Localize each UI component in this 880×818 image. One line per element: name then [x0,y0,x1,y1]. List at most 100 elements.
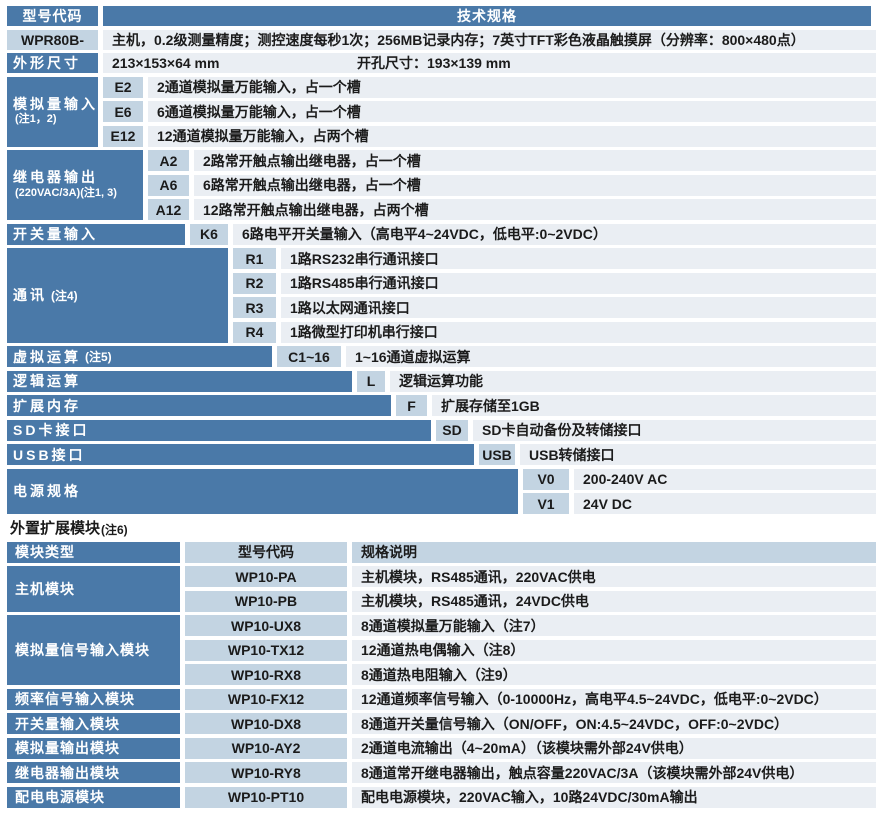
spec-row: A2 2路常开触点输出继电器，占一个槽 [148,150,876,171]
spec-section-label: 电源规格 [7,468,518,514]
spec-row: F 扩展存储至1GB [396,395,876,416]
module-row: WP10-FX12 12通道频率信号输入（0-10000Hz，高电平4.5~24… [185,688,876,710]
spec-section-analog-input: 模拟量输入 (注1，2) E2 2通道模拟量万能输入，占一个槽 E6 6通道模拟… [7,76,876,147]
option-code: C1~16 [277,346,341,367]
option-code: R1 [233,248,276,269]
option-desc: 1路以太网通讯接口 [281,297,876,318]
option-code: E2 [103,76,143,98]
module-row: WP10-DX8 8通道开关量信号输入（ON/OFF，ON:4.5~24VDC，… [185,713,876,734]
option-desc: 1路微型打印机串行接口 [281,321,876,343]
option-code: K6 [190,223,228,245]
spec-row: SD SD卡自动备份及转储接口 [436,419,876,441]
option-code: A12 [148,199,189,220]
module-desc: 主机模块，RS485通讯，220VAC供电 [352,566,876,587]
module-code-header: 型号代码 [185,541,347,563]
option-code: A6 [148,174,189,196]
dimensions-label: 外形尺寸 [7,53,98,73]
module-code: WP10-PA [185,566,347,587]
module-code: WP10-UX8 [185,615,347,636]
option-code: V1 [523,493,569,514]
spec-row: R3 1路以太网通讯接口 [233,297,876,318]
spec-section-logic-calc: 逻辑运算 L 逻辑运算功能 [7,370,876,392]
option-code: A2 [148,150,189,171]
model-code-header: 型号代码 [7,6,98,26]
module-section-power-supply: 配电电源模块 WP10-PT10 配电电源模块，220VAC输入，10路24VD… [7,786,876,808]
option-code: V0 [523,468,569,490]
module-section-relay-output: 继电器输出模块 WP10-RY8 8通道常开继电器输出，触点容量220VAC/3… [7,762,876,783]
module-type-label: 模拟量信号输入模块 [7,615,180,685]
module-desc: 12通道热电偶输入（注8） [352,639,876,661]
tech-spec-header: 技术规格 [103,6,871,26]
module-type-label: 频率信号输入模块 [7,688,180,710]
module-code: WP10-RX8 [185,664,347,685]
module-row: WP10-RX8 8通道热电阻输入（注9） [185,664,876,685]
module-row: WP10-PT10 配电电源模块，220VAC输入，10路24VDC/30mA输… [185,786,876,808]
model-code-header-label: 型号代码 [22,8,83,24]
module-row: WP10-UX8 8通道模拟量万能输入（注7） [185,615,876,636]
spec-section-virtual-calc: 虚拟运算 (注5) C1~16 1~16通道虚拟运算 [7,346,876,367]
main-unit-code: WPR80B- [7,29,98,50]
spec-row: L 逻辑运算功能 [357,370,876,392]
main-unit-desc: 主机，0.2级测量精度；测控速度每秒1次；256MB记录内存；7英寸TFT彩色液… [103,29,876,50]
module-desc: 8通道常开继电器输出，触点容量220VAC/3A（该模块需外部24V供电） [352,762,876,783]
option-desc: 1路RS232串行通讯接口 [281,248,876,269]
spec-row: A6 6路常开触点输出继电器，占一个槽 [148,174,876,196]
spec-row: E6 6通道模拟量万能输入，占一个槽 [103,101,876,122]
module-code: WP10-AY2 [185,737,347,759]
option-desc: 200-240V AC [574,468,876,490]
spec-section-relay-output: 继电器输出 (220VAC/3A)(注1, 3) A2 2路常开触点输出继电器，… [7,150,876,220]
spec-row: USB USB转储接口 [479,444,876,465]
spec-section-label: 模拟量输入 (注1，2) [7,76,98,147]
module-section-analog-output: 模拟量输出模块 WP10-AY2 2通道电流输出（4~20mA）（该模块需外部2… [7,737,876,759]
module-type-label: 模拟量输出模块 [7,737,180,759]
module-row: WP10-PA 主机模块，RS485通讯，220VAC供电 [185,566,876,587]
module-row: WP10-TX12 12通道热电偶输入（注8） [185,639,876,661]
option-desc: 2通道模拟量万能输入，占一个槽 [148,76,876,98]
option-desc: 1~16通道虚拟运算 [346,346,876,367]
module-section-host: 主机模块 WP10-PA 主机模块，RS485通讯，220VAC供电 WP10-… [7,566,876,612]
module-code: WP10-FX12 [185,688,347,710]
module-desc: 配电电源模块，220VAC输入，10路24VDC/30mA输出 [352,786,876,808]
option-code: L [357,370,385,392]
option-desc: 6通道模拟量万能输入，占一个槽 [148,101,876,122]
module-type-label: 主机模块 [7,566,180,612]
module-desc: 8通道开关量信号输入（ON/OFF，ON:4.5~24VDC，OFF:0~2VD… [352,713,876,734]
option-desc: 1路RS485串行通讯接口 [281,272,876,294]
module-type-label: 开关量输入模块 [7,713,180,734]
spec-section-communication: 通讯 (注4) R1 1路RS232串行通讯接口 R2 1路RS485串行通讯接… [7,248,876,343]
module-row: WP10-AY2 2通道电流输出（4~20mA）（该模块需外部24V供电） [185,737,876,759]
main-unit-row: WPR80B- 主机，0.2级测量精度；测控速度每秒1次；256MB记录内存；7… [7,29,876,50]
module-row: WP10-RY8 8通道常开继电器输出，触点容量220VAC/3A（该模块需外部… [185,762,876,783]
expansion-title-note: (注6) [101,522,128,537]
dimensions-desc: 213×153×64 mm 开孔尺寸：193×139 mm [103,53,876,73]
module-code: WP10-PB [185,590,347,612]
module-code: WP10-PT10 [185,786,347,808]
module-table-header: 模块类型 型号代码 规格说明 [7,541,876,563]
spec-row: R1 1路RS232串行通讯接口 [233,248,876,269]
spec-row: V0 200-240V AC [523,468,876,490]
spec-section-label: SD卡接口 [7,419,431,441]
option-desc: 24V DC [574,493,876,514]
spec-section-label: 继电器输出 (220VAC/3A)(注1, 3) [7,150,143,220]
module-type-header: 模块类型 [7,541,180,563]
spec-section-label: 扩展内存 [7,395,391,416]
module-desc: 8通道模拟量万能输入（注7） [352,615,876,636]
module-desc: 8通道热电阻输入（注9） [352,664,876,685]
module-code: WP10-RY8 [185,762,347,783]
spec-row: C1~16 1~16通道虚拟运算 [277,346,876,367]
spec-row: K6 6路电平开关量输入（高电平4~24VDC，低电平:0~2VDC） [190,223,876,245]
spec-section-label: USB接口 [7,444,474,465]
spec-section-ext-memory: 扩展内存 F 扩展存储至1GB [7,395,876,416]
tech-spec-header-label: 技术规格 [457,8,517,24]
dimensions-size: 213×153×64 mm [112,55,220,71]
option-desc: 2路常开触点输出继电器，占一个槽 [194,150,876,171]
spec-row: R2 1路RS485串行通讯接口 [233,272,876,294]
option-code: E6 [103,101,143,122]
spec-section-label: 开关量输入 [7,223,185,245]
option-desc: USB转储接口 [520,444,876,465]
module-row: WP10-PB 主机模块，RS485通讯，24VDC供电 [185,590,876,612]
spec-section-power: 电源规格 V0 200-240V AC V1 24V DC [7,468,876,514]
option-desc: 6路常开触点输出继电器，占一个槽 [194,174,876,196]
module-code: WP10-DX8 [185,713,347,734]
